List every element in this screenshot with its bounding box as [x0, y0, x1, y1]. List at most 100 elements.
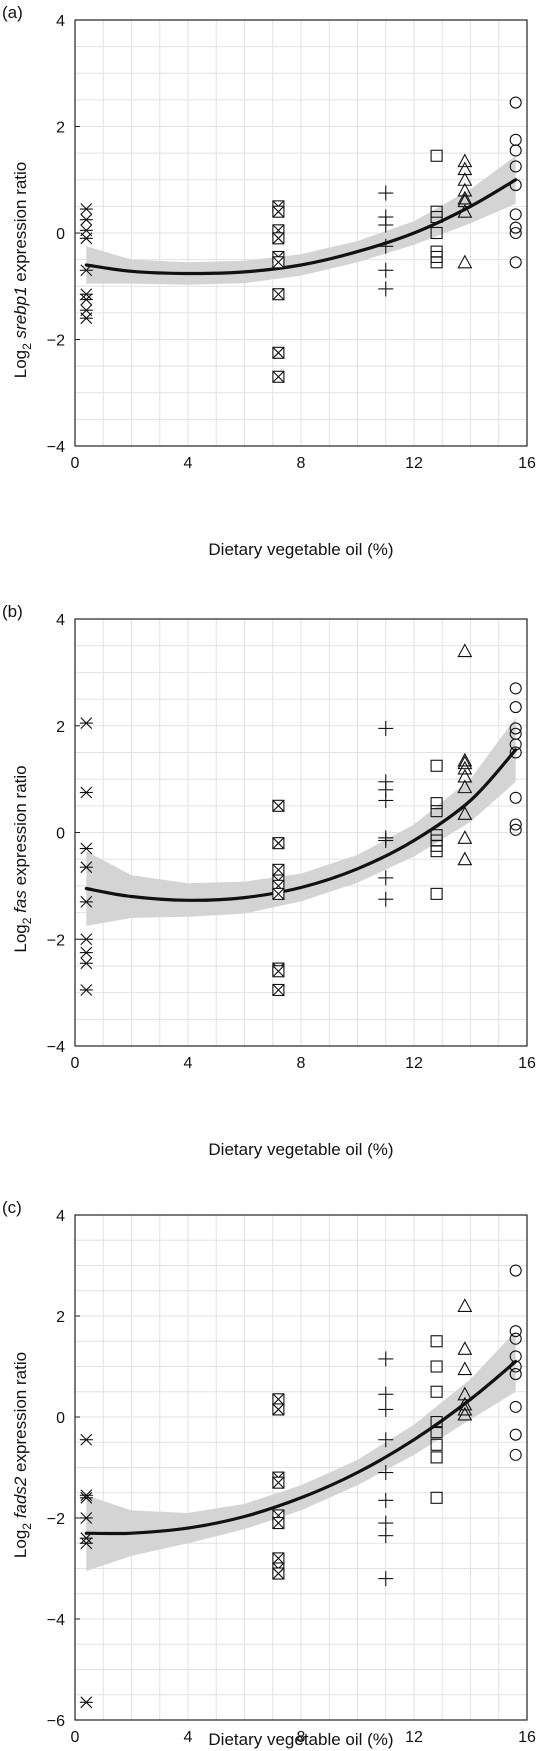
panel-c: 0 4 8 12 16 4 2 0 −2 −4 −6 (c) Dietary vegetable o…: [2, 1198, 536, 1749]
tick-labels: 0 4 8 12 16 4 2 0 −2 −4 −6: [47, 1208, 536, 1746]
y-axis-title: Log2 fas expression ratio: [11, 765, 34, 952]
panel-label: (c): [2, 1198, 22, 1217]
plot-frame: [74, 1214, 528, 1721]
data-point: [79, 312, 93, 325]
data-point: [272, 232, 285, 245]
data-point: [457, 779, 473, 794]
x-tick-label: 8: [297, 1055, 306, 1072]
data-point: [79, 842, 93, 855]
data-point: [272, 799, 285, 812]
data-point: [457, 182, 473, 197]
data-point: [457, 1298, 473, 1312]
x-tick-label: 8: [297, 1729, 306, 1746]
data-point: [79, 895, 93, 908]
data-point: [378, 185, 394, 201]
data-point: [79, 984, 93, 996]
data-point: [378, 1351, 394, 1367]
data-point: [79, 717, 93, 729]
series-square: [430, 1335, 443, 1504]
data-point: [378, 1515, 394, 1531]
data-point: [430, 1385, 443, 1398]
series-square: [430, 149, 443, 269]
data-point: [430, 1491, 443, 1504]
data-point: [79, 213, 93, 226]
x-axis-title: Dietary vegetable oil (%): [208, 540, 393, 559]
data-point: [79, 1433, 93, 1446]
data-point: [378, 1401, 394, 1417]
data-point: [509, 1428, 522, 1441]
x-tick-label: 16: [518, 455, 536, 472]
series-triangle: [457, 643, 473, 866]
data-point: [79, 861, 93, 874]
plot-area: 0 4 8 12 16 4 2 0 −2 −4: [47, 13, 536, 472]
data-point: [509, 96, 522, 109]
data-point: [457, 190, 473, 205]
plot-area: 0 4 8 12 16 4 2 0 −2 −4 −6: [47, 1208, 536, 1746]
y-tick-label: 0: [56, 826, 65, 843]
data-point: [272, 288, 285, 301]
y-tick-label: 2: [56, 719, 65, 736]
data-point: [457, 830, 473, 844]
y-tick-label: 2: [56, 120, 65, 137]
data-point: [509, 133, 522, 146]
data-point: [457, 1401, 473, 1416]
data-point: [378, 792, 394, 808]
x-tick-label: 0: [71, 455, 80, 472]
confidence-band: [86, 717, 516, 926]
x-axis-title: Dietary vegetable oil (%): [208, 1140, 393, 1159]
panel-label: (a): [2, 3, 23, 22]
y-tick-label: −2: [47, 932, 65, 949]
data-point: [509, 1325, 522, 1338]
data-point: [272, 1393, 285, 1406]
y-tick-label: 4: [56, 612, 65, 629]
plot-area: 0 4 8 12 16 4 2 0 −2 −4: [47, 612, 536, 1072]
data-point: [430, 149, 443, 162]
x-tick-label: 4: [184, 1055, 193, 1072]
data-point: [378, 217, 394, 233]
series-triangle: [457, 153, 473, 269]
data-point: [430, 226, 443, 240]
data-point: [79, 288, 93, 301]
data-point: [509, 1448, 522, 1461]
data-point: [457, 1396, 473, 1411]
data-point: [457, 760, 473, 775]
data-point: [509, 1332, 522, 1345]
x-tick-label: 8: [297, 455, 306, 472]
data-point: [457, 806, 473, 820]
data-point: [378, 720, 394, 736]
data-point: [378, 281, 394, 297]
fit-line: [84, 178, 518, 276]
y-tick-label: −2: [47, 333, 65, 350]
data-point: [272, 1476, 285, 1489]
data-point: [457, 254, 473, 269]
data-point: [509, 221, 522, 234]
data-point: [457, 153, 473, 168]
data-point: [509, 144, 522, 157]
data-point: [509, 791, 522, 804]
x-tick-label: 16: [518, 1055, 536, 1072]
y-tick-label: 2: [56, 1309, 65, 1326]
data-point: [509, 1360, 522, 1373]
x-tick-label: 12: [405, 1055, 423, 1072]
series-asterisk: [79, 203, 93, 325]
data-point: [378, 1465, 394, 1481]
series-plus: [378, 185, 394, 297]
data-point: [430, 797, 443, 810]
data-point: [430, 805, 443, 818]
data-point: [79, 293, 93, 306]
series-boxed-x: [272, 799, 285, 997]
data-point: [457, 1386, 473, 1401]
data-point: [430, 256, 443, 269]
data-point: [378, 238, 394, 254]
data-point: [509, 1368, 522, 1381]
x-tick-label: 12: [405, 1729, 423, 1746]
data-point: [378, 1528, 394, 1544]
data-point: [509, 160, 522, 173]
y-axis-title: Log2 srebp1 expression ratio: [11, 162, 34, 379]
x-tick-label: 12: [405, 455, 423, 472]
confidence-band: [86, 1331, 516, 1571]
panel-a: 0 4 8 12 16 4 2 0 −2 −4 (a) Dietary vegetable oil…: [2, 3, 536, 559]
y-tick-label: −2: [47, 1511, 65, 1528]
x-tick-label: 4: [184, 1729, 193, 1746]
